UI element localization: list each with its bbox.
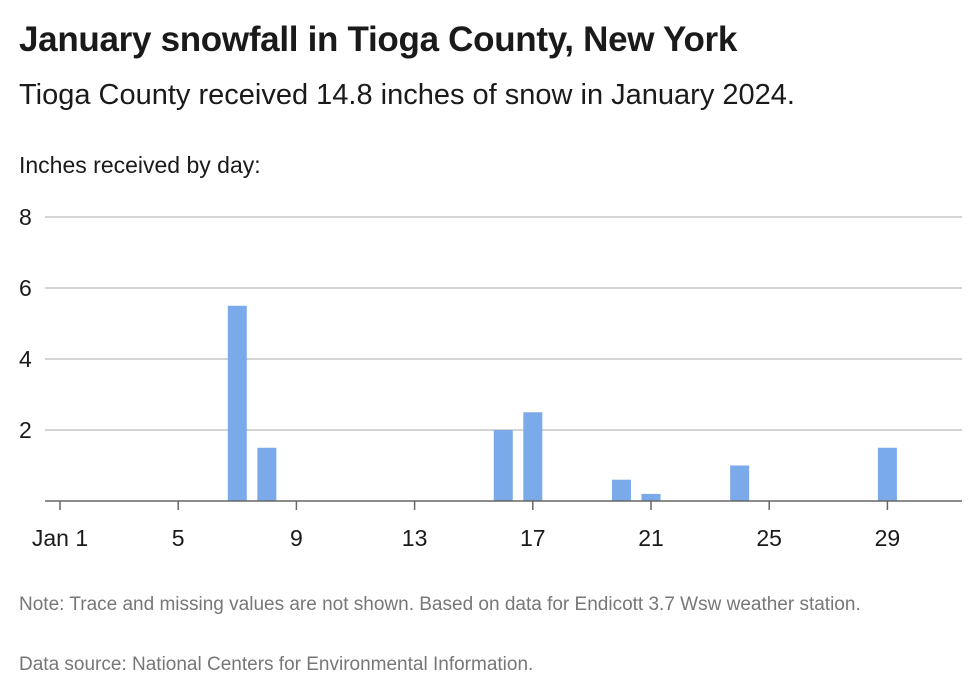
x-tick-label: 5 [172, 525, 185, 551]
chart-title: January snowfall in Tioga County, New Yo… [19, 20, 738, 59]
x-tick-label: 9 [290, 525, 303, 551]
bar-day-17 [523, 412, 543, 501]
x-tick-label: 13 [402, 525, 428, 551]
chart-subtitle: Tioga County received 14.8 inches of sno… [19, 79, 795, 111]
y-tick-label: 8 [19, 204, 32, 230]
bar-day-21 [641, 493, 661, 501]
x-tick-label: 29 [875, 525, 901, 551]
bar-day-29 [877, 447, 897, 501]
x-tick-label: Jan 1 [32, 525, 88, 551]
x-tick-label: 21 [638, 525, 664, 551]
axis-labels: 2 4 6 8 Jan 1 5 9 13 17 21 25 29 [19, 204, 900, 551]
bar-day-8 [257, 447, 277, 501]
y-tick-label: 6 [19, 275, 32, 301]
bar-day-20 [611, 479, 631, 501]
bars [227, 305, 897, 501]
y-tick-label: 2 [19, 417, 32, 443]
gridlines [45, 216, 962, 431]
bar-day-16 [493, 430, 513, 501]
y-axis-label: Inches received by day: [19, 152, 261, 178]
bar-day-24 [730, 465, 750, 501]
bar-day-7 [227, 305, 247, 501]
chart-note: Note: Trace and missing values are not s… [19, 594, 861, 615]
y-tick-label: 4 [19, 346, 32, 372]
x-tick-label: 25 [756, 525, 782, 551]
x-tick-label: 17 [520, 525, 546, 551]
x-axis [45, 500, 962, 510]
bar-chart: 2 4 6 8 Jan 1 5 9 13 17 21 25 29 [19, 204, 962, 551]
data-source: Data source: National Centers for Enviro… [19, 654, 534, 675]
